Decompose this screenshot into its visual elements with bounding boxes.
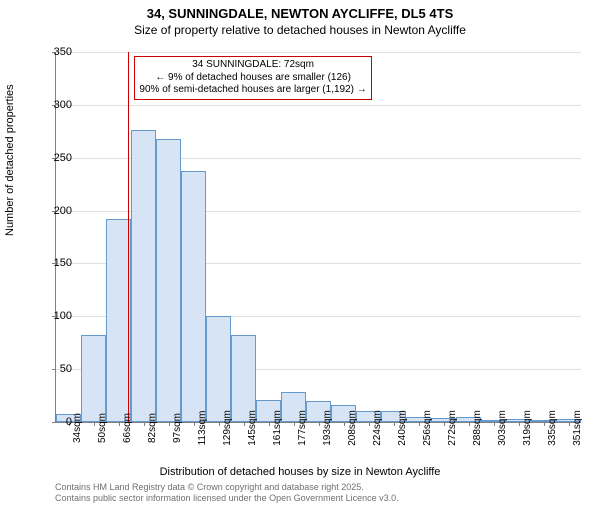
xtick-mark xyxy=(569,422,570,426)
histogram-bar xyxy=(156,139,181,422)
ytick-label: 350 xyxy=(32,46,72,58)
xtick-mark xyxy=(244,422,245,426)
histogram-bar xyxy=(181,171,206,422)
histogram-bar xyxy=(206,316,231,422)
xtick-mark xyxy=(319,422,320,426)
xtick-mark xyxy=(194,422,195,426)
xtick-mark xyxy=(394,422,395,426)
xtick-mark xyxy=(369,422,370,426)
xtick-label: 193sqm xyxy=(322,410,333,446)
footer-line1: Contains HM Land Registry data © Crown c… xyxy=(55,482,399,493)
chart-container: 34, SUNNINGDALE, NEWTON AYCLIFFE, DL5 4T… xyxy=(0,6,600,506)
histogram-bar xyxy=(131,130,156,422)
annotation-box: 34 SUNNINGDALE: 72sqm← 9% of detached ho… xyxy=(134,56,371,100)
ytick-label: 250 xyxy=(32,152,72,164)
xtick-label: 97sqm xyxy=(172,413,183,443)
xtick-mark xyxy=(294,422,295,426)
ytick-label: 50 xyxy=(32,363,72,375)
annotation-line: 90% of semi-detached houses are larger (… xyxy=(139,84,366,97)
xtick-label: 240sqm xyxy=(397,410,408,446)
xtick-label: 351sqm xyxy=(572,410,583,446)
histogram-bar xyxy=(231,335,256,422)
xtick-label: 145sqm xyxy=(247,410,258,446)
histogram-bar xyxy=(106,219,131,422)
gridline xyxy=(56,105,581,106)
xtick-mark xyxy=(119,422,120,426)
annotation-line: ← 9% of detached houses are smaller (126… xyxy=(139,72,366,85)
xtick-label: 82sqm xyxy=(147,413,158,443)
footer-line2: Contains public sector information licen… xyxy=(55,493,399,504)
x-axis-label: Distribution of detached houses by size … xyxy=(0,466,600,478)
xtick-mark xyxy=(144,422,145,426)
ytick-label: 150 xyxy=(32,257,72,269)
xtick-mark xyxy=(469,422,470,426)
xtick-label: 129sqm xyxy=(222,410,233,446)
ytick-label: 300 xyxy=(32,99,72,111)
xtick-mark xyxy=(219,422,220,426)
xtick-mark xyxy=(494,422,495,426)
xtick-label: 113sqm xyxy=(197,411,208,446)
histogram-bar xyxy=(81,335,106,422)
y-axis-label: Number of detached properties xyxy=(4,84,16,236)
xtick-label: 34sqm xyxy=(72,413,83,443)
xtick-label: 208sqm xyxy=(347,410,358,446)
xtick-mark xyxy=(519,422,520,426)
xtick-label: 50sqm xyxy=(97,413,108,443)
xtick-mark xyxy=(544,422,545,426)
xtick-label: 288sqm xyxy=(472,410,483,446)
footer-attribution: Contains HM Land Registry data © Crown c… xyxy=(55,482,399,504)
xtick-mark xyxy=(444,422,445,426)
xtick-label: 335sqm xyxy=(547,410,558,446)
xtick-label: 66sqm xyxy=(122,413,133,443)
xtick-label: 319sqm xyxy=(522,410,533,446)
xtick-mark xyxy=(94,422,95,426)
ytick-label: 100 xyxy=(32,310,72,322)
plot-area: 34 SUNNINGDALE: 72sqm← 9% of detached ho… xyxy=(55,52,581,423)
annotation-line: 34 SUNNINGDALE: 72sqm xyxy=(139,59,366,72)
gridline xyxy=(56,52,581,53)
chart-title-address: 34, SUNNINGDALE, NEWTON AYCLIFFE, DL5 4T… xyxy=(0,6,600,21)
chart-subtitle: Size of property relative to detached ho… xyxy=(0,23,600,37)
xtick-label: 161sqm xyxy=(272,410,283,446)
xtick-mark xyxy=(344,422,345,426)
xtick-label: 177sqm xyxy=(297,410,308,446)
xtick-mark xyxy=(269,422,270,426)
ytick-label: 0 xyxy=(32,416,72,428)
xtick-label: 224sqm xyxy=(372,410,383,446)
ytick-label: 200 xyxy=(32,205,72,217)
xtick-mark xyxy=(419,422,420,426)
xtick-label: 272sqm xyxy=(447,410,458,446)
xtick-label: 256sqm xyxy=(422,410,433,446)
xtick-mark xyxy=(169,422,170,426)
xtick-label: 303sqm xyxy=(497,410,508,446)
property-marker-line xyxy=(128,52,129,422)
